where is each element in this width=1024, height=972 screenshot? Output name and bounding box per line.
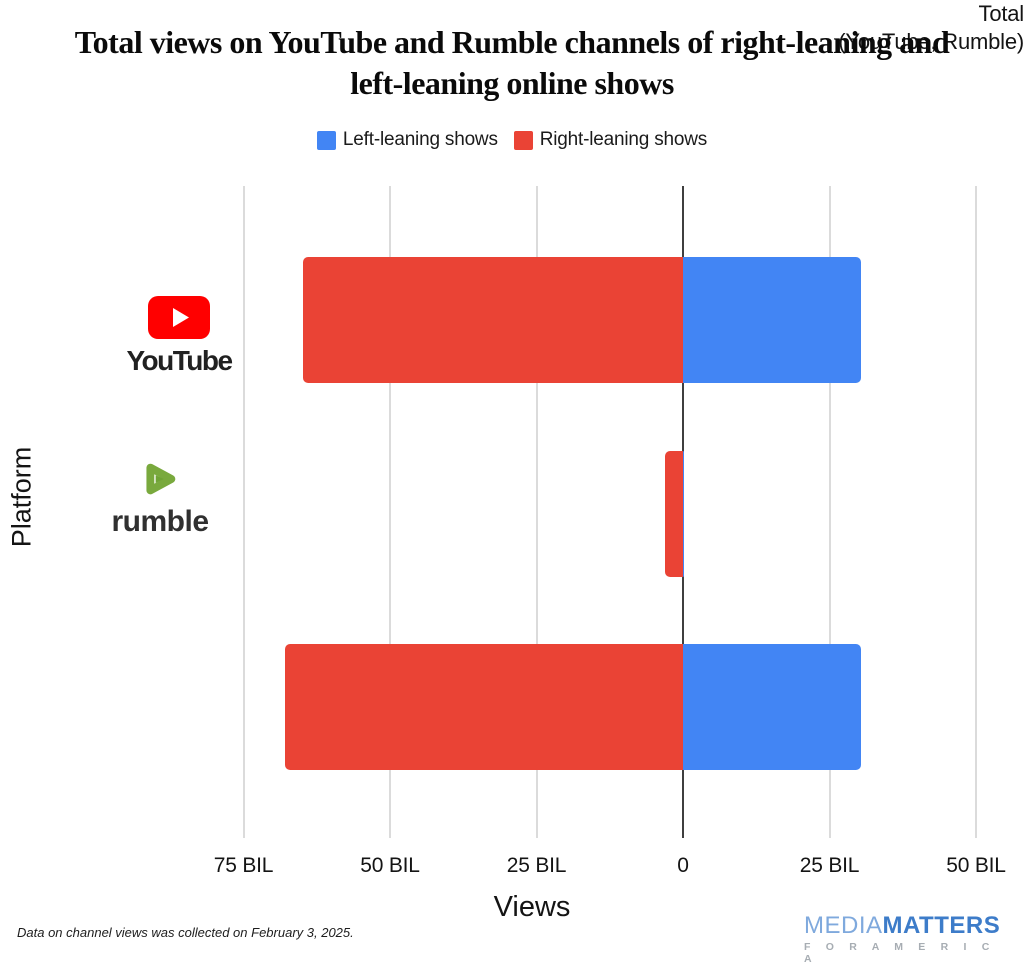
bar-youtube-left-leaning-shows <box>683 257 862 383</box>
gridline <box>975 186 977 838</box>
x-tick-label: 25 BIL <box>506 854 567 877</box>
legend-swatch-left-leaning <box>316 130 336 150</box>
gridline <box>389 186 391 838</box>
bar-youtube-right-leaning-shows <box>302 257 683 383</box>
x-tick-label: 75 BIL <box>213 854 274 877</box>
category-label-youtube: YouTube <box>118 296 240 377</box>
chart-title-line-2: left-leaning online shows <box>350 65 674 101</box>
media-matters-wordmark: MEDIAMATTERS <box>804 912 1006 940</box>
category-label-rumble: rumble <box>98 458 222 539</box>
legend-label-right-leaning: Right-leaning shows <box>539 129 708 150</box>
legend: Left-leaning shows Right-leaning shows <box>0 129 1024 151</box>
for-america-text: F O R A M E R I C A <box>804 941 996 965</box>
youtube-wordmark: YouTube <box>126 345 233 376</box>
legend-item-right-leaning: Right-leaning shows <box>513 129 708 151</box>
x-axis-title: Views <box>493 891 571 923</box>
category-label-total: Total (YouTube, Rumble) <box>0 0 1024 56</box>
total-label-line-1: Total <box>978 1 1024 26</box>
gridline <box>535 186 538 838</box>
bar-total-left-leaning-shows <box>683 644 862 770</box>
chart-title: Total views on YouTube and Rumble channe… <box>0 22 1024 104</box>
rumble-wordmark: rumble <box>111 505 209 538</box>
x-tick-label: 50 BIL <box>946 854 1006 877</box>
legend-label-left-leaning: Left-leaning shows <box>342 129 498 150</box>
gridline <box>242 186 245 838</box>
y-axis-title: Platform <box>6 446 37 548</box>
legend-swatch-right-leaning <box>513 130 533 150</box>
media-matters-logo: MEDIAMATTERS F O R A M E R I C A <box>804 912 1006 965</box>
rumble-logo-icon <box>146 463 176 495</box>
x-tick-label: 25 BIL <box>799 854 860 877</box>
matters-text: MATTERS <box>882 912 1001 939</box>
media-text: MEDIA <box>804 912 883 939</box>
legend-item-left-leaning: Left-leaning shows <box>316 129 498 151</box>
bar-rumble-right-leaning-shows <box>665 451 683 577</box>
x-tick-label: 0 <box>677 854 689 877</box>
gridline <box>828 186 831 838</box>
footnote: Data on channel views was collected on F… <box>17 925 354 940</box>
bar-total-right-leaning-shows <box>285 644 683 770</box>
x-tick-label: 50 BIL <box>360 854 420 877</box>
youtube-logo-icon <box>148 296 210 339</box>
total-label-line-2: (YouTube, Rumble) <box>838 29 1024 54</box>
chart-title-line-1: Total views on YouTube and Rumble channe… <box>74 24 950 60</box>
